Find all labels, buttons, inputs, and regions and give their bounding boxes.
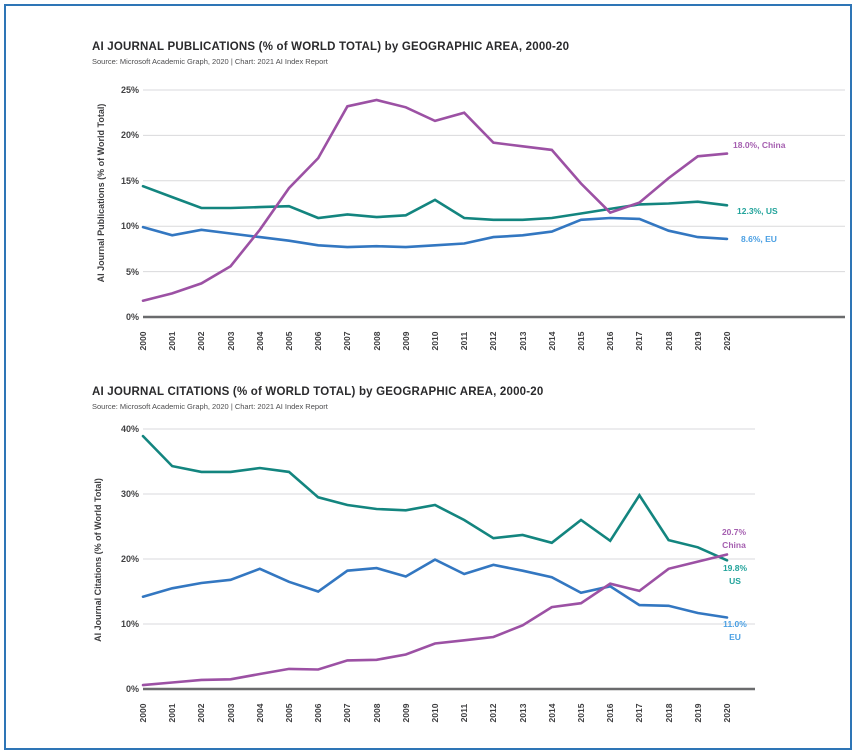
x-tick-label: 2017 — [634, 331, 645, 351]
x-tick-label: 2006 — [313, 331, 324, 351]
y-tick-label: 15% — [120, 175, 139, 186]
x-tick-label: 2020 — [722, 703, 732, 723]
publications-y-axis-title: AI Journal Publications (% of World Tota… — [96, 103, 106, 283]
x-tick-label: 2010 — [430, 331, 440, 351]
x-tick-label: 2013 — [517, 331, 528, 351]
series-end-label-china: 18.0%, China — [733, 140, 786, 150]
series-line-eu — [141, 216, 729, 249]
y-tick-label: 20% — [120, 554, 139, 564]
y-tick-label: 10% — [120, 221, 139, 232]
x-tick-label: 2004 — [254, 703, 265, 723]
x-tick-label: 2019 — [692, 331, 703, 351]
series-line-china — [141, 553, 729, 687]
x-tick-label: 2016 — [605, 703, 616, 723]
x-tick-label: 2015 — [576, 331, 586, 351]
series-end-label-china: 20.7% China — [721, 527, 747, 550]
x-tick-label: 2000 — [138, 703, 148, 723]
publications-chart-title: AI JOURNAL PUBLICATIONS (% of WORLD TOTA… — [92, 41, 570, 53]
x-tick-label: 2018 — [663, 703, 674, 723]
x-tick-label: 2020 — [722, 331, 732, 351]
x-tick-label: 2003 — [225, 703, 236, 723]
x-tick-label: 2012 — [488, 331, 499, 351]
x-tick-label: 2009 — [400, 331, 411, 351]
x-tick-label: 2018 — [663, 331, 674, 351]
citations-chart-source: Source: Microsoft Academic Graph, 2020 |… — [92, 402, 328, 411]
y-tick-label: 0% — [125, 684, 139, 694]
x-tick-label: 2017 — [634, 703, 645, 723]
series-line-china — [141, 98, 729, 303]
x-tick-label: 2007 — [342, 331, 353, 351]
y-tick-label: 40% — [120, 424, 139, 434]
series-line-eu — [141, 558, 729, 619]
y-tick-label: 20% — [120, 130, 139, 141]
series-end-label-us: 19.8% US — [722, 563, 748, 586]
x-tick-label: 2012 — [488, 703, 499, 723]
x-tick-label: 2011 — [459, 703, 470, 723]
x-tick-label: 2005 — [284, 331, 294, 351]
citations-y-axis-title: AI Journal Citations (% of World Total) — [93, 478, 103, 642]
publications-chart-source: Source: Microsoft Academic Graph, 2020 |… — [92, 57, 328, 66]
x-tick-label: 2007 — [342, 703, 353, 723]
series-end-label-eu: 8.6%, EU — [741, 234, 777, 244]
x-tick-label: 2019 — [692, 703, 703, 723]
x-tick-label: 2016 — [605, 331, 616, 351]
y-tick-label: 30% — [120, 489, 139, 499]
x-tick-label: 2008 — [371, 703, 382, 723]
x-tick-label: 2006 — [313, 703, 324, 723]
x-tick-label: 2002 — [196, 331, 207, 351]
series-line-us — [141, 434, 729, 562]
x-tick-label: 2013 — [517, 703, 528, 723]
x-tick-label: 2014 — [546, 331, 557, 351]
citations-chart-title: AI JOURNAL CITATIONS (% of WORLD TOTAL) … — [92, 386, 544, 398]
y-tick-label: 25% — [120, 85, 139, 95]
x-tick-label: 2014 — [546, 703, 557, 723]
x-tick-label: 2003 — [225, 331, 236, 351]
x-tick-label: 2010 — [430, 703, 440, 723]
x-tick-label: 2002 — [196, 703, 207, 723]
x-tick-label: 2009 — [400, 703, 411, 723]
x-tick-label: 2001 — [167, 331, 178, 351]
y-tick-label: 10% — [120, 619, 139, 629]
x-tick-label: 2001 — [167, 703, 178, 723]
x-tick-label: 2008 — [371, 331, 382, 351]
x-tick-label: 2005 — [284, 703, 294, 723]
series-end-label-eu: 11.0% EU — [723, 619, 747, 642]
x-tick-label: 2015 — [576, 703, 586, 723]
x-tick-label: 2011 — [459, 331, 470, 351]
y-tick-label: 5% — [125, 266, 139, 277]
x-tick-label: 2004 — [254, 331, 265, 351]
series-end-label-us: 12.3%, US — [737, 206, 778, 216]
x-tick-label: 2000 — [138, 331, 148, 351]
y-tick-label: 0% — [125, 312, 139, 322]
